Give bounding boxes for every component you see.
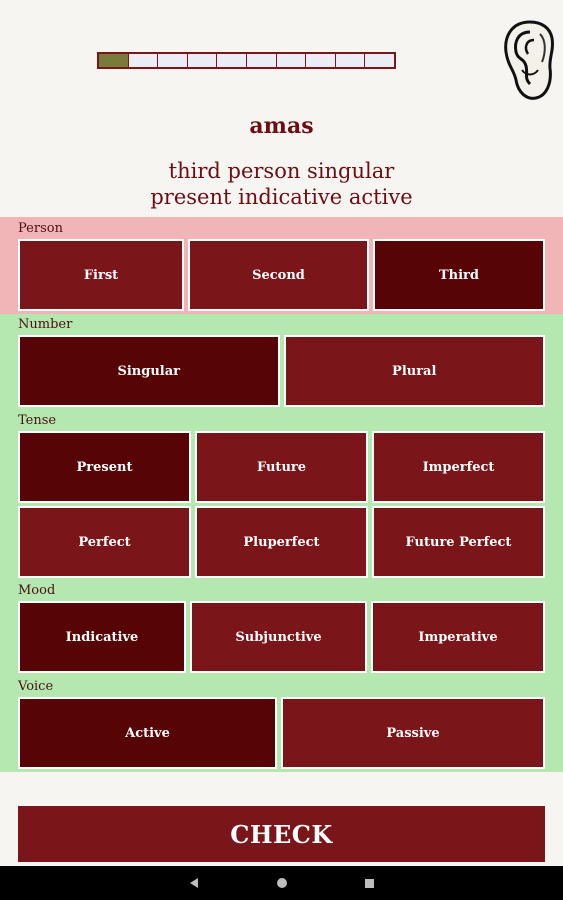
mood-options: Indicative Subjunctive Imperative: [18, 601, 545, 673]
voice-passive-button[interactable]: Passive: [281, 697, 545, 769]
person-second-button[interactable]: Second: [188, 239, 369, 311]
check-button[interactable]: CHECK: [18, 806, 545, 862]
back-icon[interactable]: [188, 877, 200, 889]
tense-future-button[interactable]: Future: [195, 431, 368, 503]
form-description: third person singular present indicative…: [0, 158, 563, 210]
person-first-button[interactable]: First: [18, 239, 184, 311]
tense-options-row-2: Perfect Pluperfect Future Perfect: [18, 506, 545, 578]
description-line-2: present indicative active: [150, 185, 413, 209]
mood-subjunctive-button[interactable]: Subjunctive: [190, 601, 367, 673]
tense-options-row-1: Present Future Imperfect: [18, 431, 545, 503]
number-label: Number: [18, 317, 73, 332]
progress-segment: [306, 54, 336, 67]
voice-label: Voice: [18, 679, 54, 694]
person-third-button[interactable]: Third: [373, 239, 545, 311]
tense-imperfect-button[interactable]: Imperfect: [372, 431, 545, 503]
progress-segment: [217, 54, 247, 67]
tense-present-button[interactable]: Present: [18, 431, 191, 503]
person-label: Person: [18, 221, 63, 236]
system-nav-bar: [0, 866, 563, 900]
number-plural-button[interactable]: Plural: [283, 335, 545, 407]
voice-options: Active Passive: [18, 697, 545, 769]
number-options: Singular Plural: [18, 335, 545, 407]
number-singular-button[interactable]: Singular: [18, 335, 280, 407]
tense-label: Tense: [18, 413, 57, 428]
mood-label: Mood: [18, 583, 56, 598]
progress-segment: [335, 54, 366, 67]
latin-word: amas: [249, 113, 314, 139]
progress-segment: [276, 54, 307, 67]
description-line-1: third person singular: [168, 159, 395, 183]
tense-perfect-button[interactable]: Perfect: [18, 506, 191, 578]
home-icon[interactable]: [276, 877, 288, 889]
progress-segment: [246, 54, 277, 67]
tense-future-perfect-button[interactable]: Future Perfect: [372, 506, 545, 578]
ear-icon[interactable]: [500, 18, 556, 104]
mood-imperative-button[interactable]: Imperative: [371, 601, 545, 673]
tense-pluperfect-button[interactable]: Pluperfect: [195, 506, 368, 578]
voice-active-button[interactable]: Active: [18, 697, 277, 769]
progress-segment: [187, 54, 218, 67]
person-section: Person First Second Third: [0, 217, 563, 314]
progress-segment: [158, 54, 188, 67]
grammar-section: Number Singular Plural Tense Present Fut…: [0, 314, 563, 772]
recents-icon[interactable]: [364, 878, 375, 889]
person-options: First Second Third: [18, 239, 545, 311]
progress-bar: [97, 52, 396, 69]
progress-segment: [128, 54, 159, 67]
mood-indicative-button[interactable]: Indicative: [18, 601, 186, 673]
progress-segment: [365, 54, 394, 67]
progress-segment: [99, 54, 129, 67]
